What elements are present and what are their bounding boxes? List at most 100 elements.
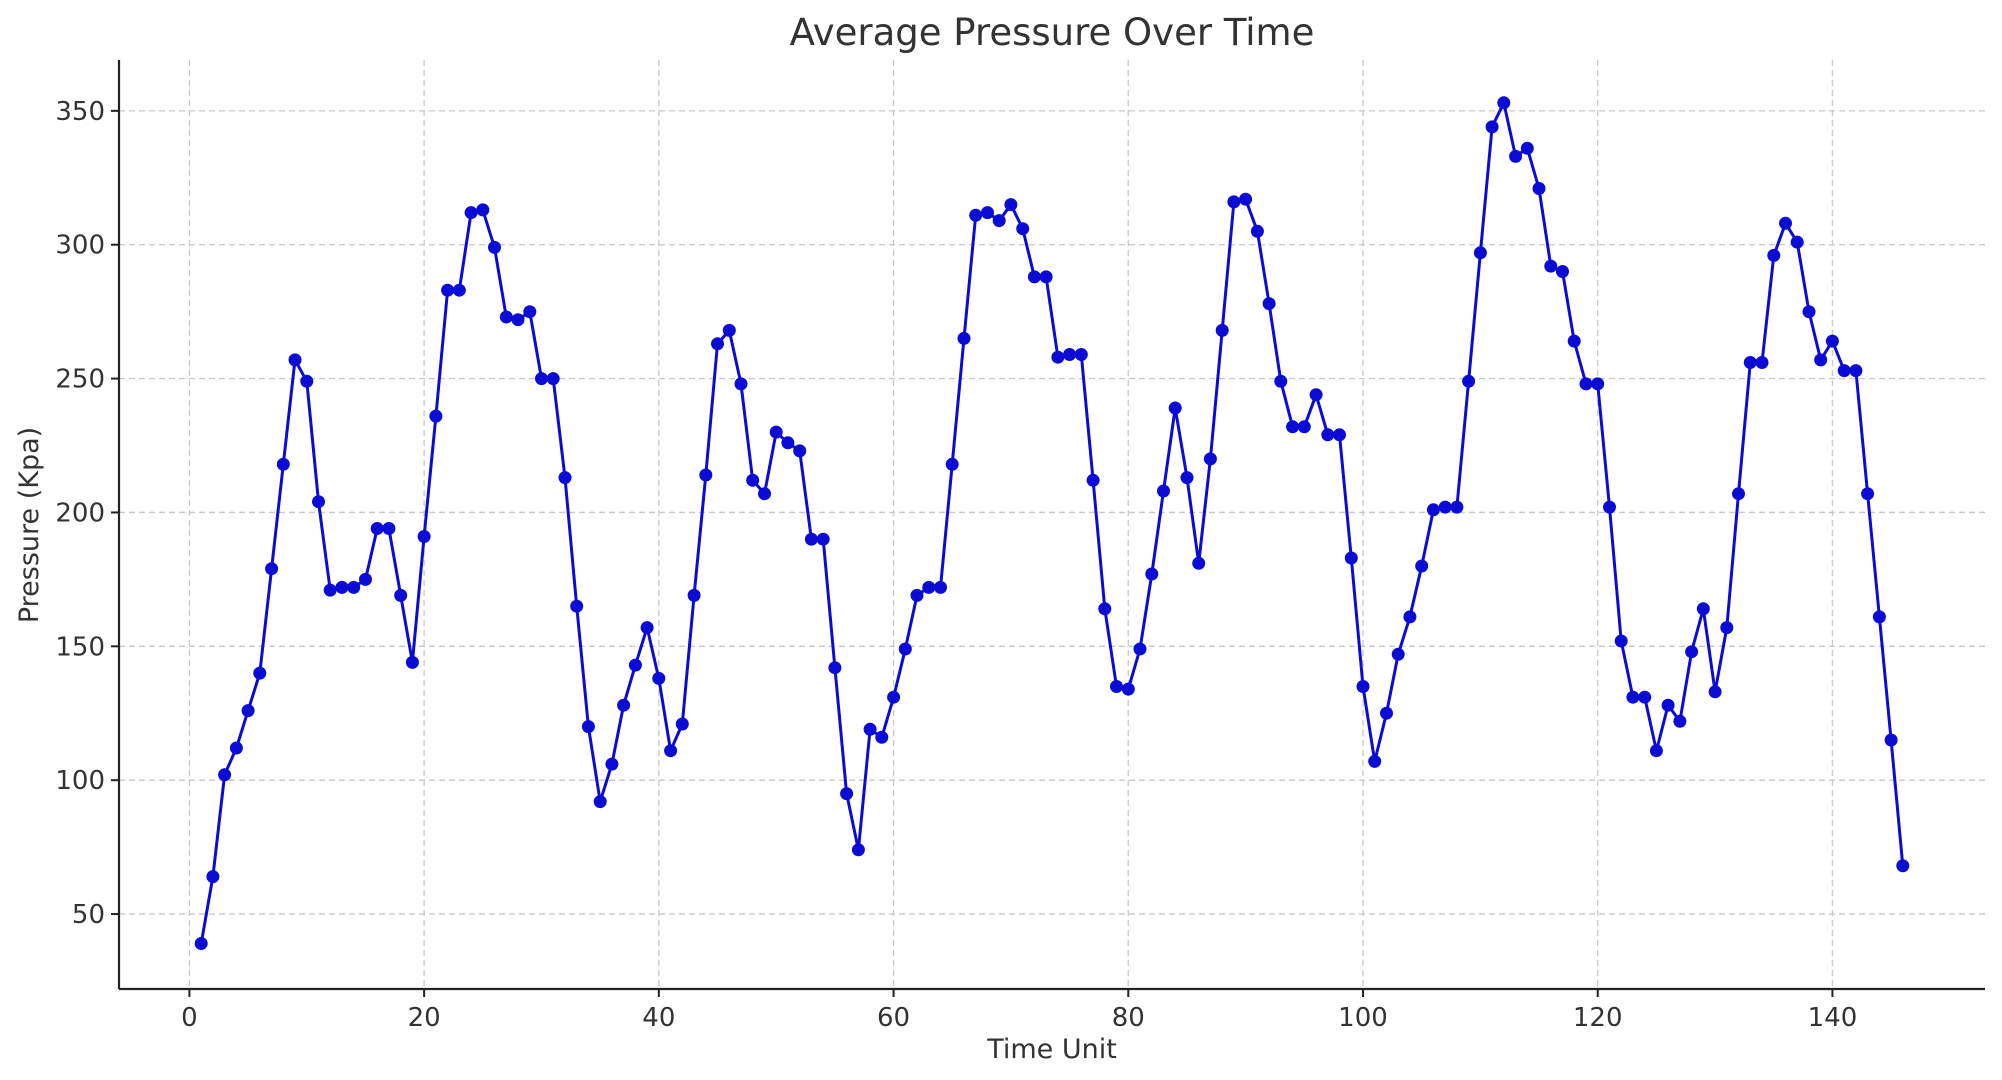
x-tick-label: 100 [1338,1003,1388,1033]
x-tick-label: 0 [181,1003,198,1033]
data-point [1250,224,1264,238]
data-point [1380,706,1393,720]
data-point [1180,471,1194,485]
data-point [1732,487,1745,501]
data-point [1274,374,1288,388]
y-tick-label: 200 [55,498,105,528]
data-point [1779,216,1792,230]
data-point [1720,621,1734,635]
data-point [1743,356,1757,369]
data-point [1157,484,1170,498]
data-point [1074,348,1088,361]
data-point [1603,500,1616,514]
data-point [664,744,678,758]
data-point [1591,377,1605,391]
y-tick-label: 350 [55,97,105,127]
data-point [323,583,337,597]
series-pressure [199,101,1905,944]
data-point [1203,452,1217,466]
x-axis-label: Time Unit [986,1034,1117,1065]
data-point [722,323,736,337]
data-point [1016,222,1030,236]
data-point [441,283,455,297]
data-point [1861,487,1875,501]
x-tick-label: 40 [642,1003,675,1033]
data-point [1532,182,1546,195]
y-tick-label: 100 [55,766,105,796]
series-line [199,101,1905,944]
x-tick-label: 120 [1573,1003,1623,1033]
data-point [1473,246,1487,260]
data-point [359,572,372,586]
data-point [1450,500,1464,514]
data-point [1356,680,1370,693]
data-point [816,532,830,546]
data-point [370,522,384,535]
y-tick-label: 300 [55,231,105,261]
data-point [793,444,807,458]
data-point [347,580,361,594]
data-point [1462,374,1476,388]
data-point [1426,503,1440,517]
data-point [1614,634,1628,648]
data-point [617,698,631,712]
data-point [535,372,548,386]
data-point [1051,350,1065,364]
data-point [699,468,713,482]
data-point [1708,685,1722,699]
data-point [1391,647,1405,661]
data-point [206,870,220,884]
data-point [300,374,314,388]
data-point [488,240,501,254]
data-point [957,331,971,345]
data-point [1661,698,1675,712]
data-point [276,457,290,471]
data-point [1121,682,1135,696]
data-point [1110,680,1123,693]
data-point [711,337,724,351]
data-point [1567,334,1581,348]
data-point [288,353,302,367]
data-point [769,425,783,439]
y-tick-label: 250 [55,365,105,395]
data-point [229,741,243,755]
x-tick-label: 80 [1112,1003,1145,1033]
data-point [1884,733,1898,747]
y-tick-label: 150 [55,632,105,662]
data-point [1004,198,1018,212]
data-point [628,658,642,672]
data-point [828,661,842,675]
data-point [1673,714,1687,728]
data-point [1098,602,1112,616]
data-point [605,757,619,771]
data-point [1696,602,1710,616]
data-point [934,580,947,594]
data-point [417,530,431,543]
data-point [1544,259,1558,273]
data-point [194,937,208,950]
data-point [1333,428,1346,442]
data-point [476,203,490,217]
data-point [382,522,396,535]
data-point [1849,364,1863,378]
data-point [1145,567,1159,581]
data-point [875,730,889,744]
data-point [910,588,924,602]
data-point [1133,642,1147,656]
chart-title: Average Pressure Over Time [790,11,1315,54]
data-point [781,436,795,450]
data-point [1227,195,1241,209]
data-point [1309,388,1323,402]
data-point [464,206,478,220]
data-point [887,690,901,704]
data-point [1896,859,1910,873]
data-point [1837,364,1851,378]
data-point [429,409,443,423]
data-point [1649,744,1663,758]
data-point [241,704,255,718]
data-point [746,473,760,487]
data-point [335,580,349,594]
data-point [405,655,419,669]
